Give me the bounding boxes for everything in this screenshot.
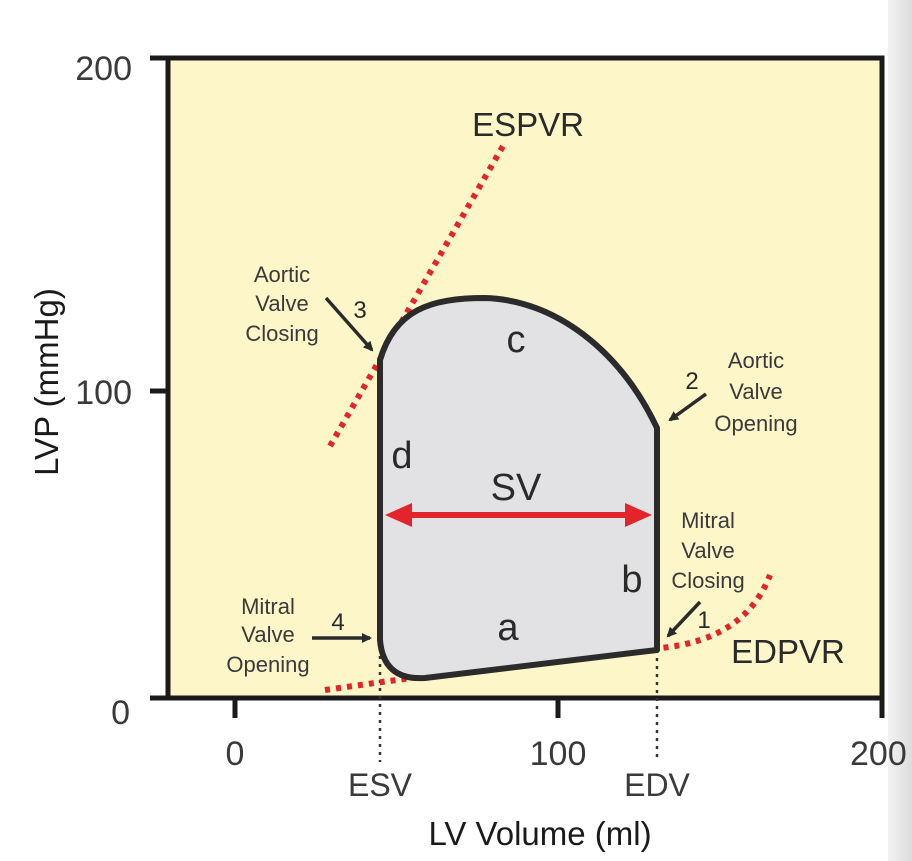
segment-b-label: b	[621, 559, 642, 601]
sv-arrowhead-right	[625, 503, 652, 527]
valve-event-1-line-1: Mitral	[681, 508, 735, 533]
espvr-line	[327, 144, 506, 448]
valve-event-4-number: 4	[331, 609, 344, 636]
valve-event-2-number: 2	[685, 368, 698, 395]
valve-event-2-line-2: Valve	[729, 379, 782, 404]
valve-event-3: Aortic Valve Closing 3	[245, 262, 374, 352]
valve-event-3-number: 3	[353, 297, 366, 324]
pv-loop	[377, 295, 660, 682]
page-edge-shade	[888, 0, 912, 861]
valve-event-1-line-3: Closing	[671, 568, 744, 593]
edpvr-label: EDPVR	[731, 633, 845, 670]
valve-event-2-line-3: Opening	[714, 411, 797, 436]
valve-event-2: Aortic Valve Opening 2	[668, 348, 798, 436]
y-tick-label-100: 100	[75, 374, 132, 412]
valve-event-1-number: 1	[697, 607, 710, 634]
edv-label: EDV	[624, 767, 690, 803]
sv-label: SV	[491, 467, 542, 509]
valve-event-3-line-2: Valve	[255, 291, 308, 316]
y-tick-label-200: 200	[75, 50, 132, 88]
valve-event-2-arrow	[668, 392, 708, 422]
valve-event-3-line-3: Closing	[245, 321, 318, 346]
espvr-label: ESPVR	[472, 106, 584, 143]
valve-event-4-line-3: Opening	[226, 652, 309, 677]
x-tick-label-0: 0	[226, 735, 245, 773]
segment-d-label: d	[391, 435, 412, 477]
y-axis-title: LVP (mmHg)	[28, 288, 65, 476]
x-axis: 0 100 200 LV Volume (ml)	[226, 698, 907, 852]
segment-c-label: c	[507, 319, 526, 361]
valve-event-4: Mitral Valve Opening 4	[226, 594, 372, 677]
y-tick-label-0: 0	[111, 694, 130, 732]
valve-event-1-arrow	[666, 600, 702, 638]
x-tick-label-100: 100	[530, 735, 587, 773]
valve-event-4-line-1: Mitral	[241, 594, 295, 619]
y-axis: 200 100 0 LVP (mmHg)	[28, 50, 170, 732]
sv-arrowhead-left	[385, 503, 412, 527]
segment-a-label: a	[497, 607, 519, 649]
esv-label: ESV	[348, 767, 413, 803]
valve-event-2-line-1: Aortic	[728, 348, 784, 373]
valve-event-1-line-2: Valve	[681, 538, 734, 563]
valve-event-4-line-2: Valve	[241, 622, 294, 647]
valve-event-3-line-1: Aortic	[254, 262, 310, 287]
stroke-volume-arrow	[385, 503, 652, 527]
valve-event-1: Mitral Valve Closing 1	[666, 508, 745, 638]
x-tick-label-200: 200	[850, 735, 907, 773]
x-axis-title: LV Volume (ml)	[428, 815, 651, 852]
valve-event-3-arrow	[324, 296, 374, 352]
